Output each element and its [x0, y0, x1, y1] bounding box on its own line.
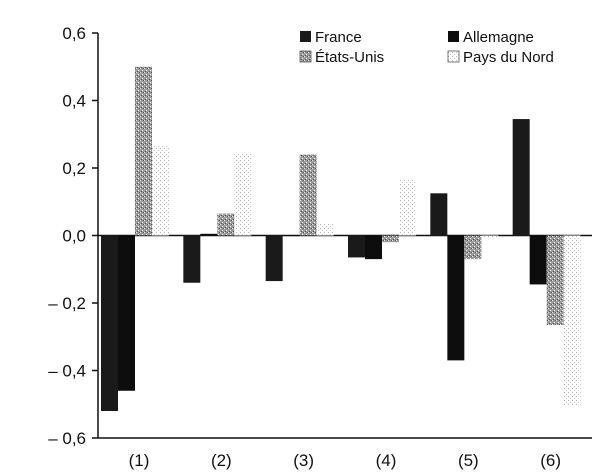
- bar-allemagne-5: [447, 235, 465, 361]
- legend-swatch: [299, 50, 312, 63]
- chart-y-ticks: 0,6 0,4 0,2 0,0 – 0,2 – 0,4 – 0,6: [48, 24, 98, 448]
- y-tick-label: – 0,4: [48, 362, 86, 381]
- y-tick-label: 0,0: [62, 227, 86, 246]
- y-tick-label: 0,2: [62, 159, 86, 178]
- x-category-label: (5): [458, 451, 479, 470]
- x-category-label: (2): [211, 451, 232, 470]
- legend-swatch: [448, 31, 459, 42]
- bar--tats-unis-6: [546, 235, 564, 325]
- bar-allemagne-2: [200, 233, 218, 236]
- bar--tats-unis-4: [382, 235, 399, 243]
- bar-pays-du-nord-4: [399, 179, 416, 236]
- x-category-label: (6): [540, 451, 561, 470]
- bar-allemagne-4: [365, 235, 382, 260]
- x-category-label: (3): [293, 451, 314, 470]
- bar-pays-du-nord-1: [152, 146, 169, 236]
- legend-label: France: [315, 29, 362, 46]
- bar-pays-du-nord-2: [234, 152, 252, 236]
- y-tick-label: 0,6: [62, 24, 86, 43]
- y-tick-label: – 0,6: [48, 429, 86, 448]
- bar-allemagne-1: [118, 235, 135, 391]
- chart-bars: [101, 66, 581, 411]
- bar--tats-unis-5: [464, 235, 482, 260]
- chart-legend: France Allemagne États-Unis Pays du Nord: [299, 29, 554, 66]
- bar-allemagne-6: [529, 235, 547, 285]
- legend-label: Allemagne: [463, 29, 534, 46]
- x-category-label: (1): [129, 451, 150, 470]
- bar-france-4: [348, 235, 365, 258]
- legend-label: Pays du Nord: [463, 49, 554, 66]
- y-tick-label: 0,4: [62, 92, 86, 111]
- bar-pays-du-nord-5: [481, 235, 499, 238]
- bar--tats-unis-1: [135, 66, 152, 236]
- bar-france-6: [512, 119, 530, 236]
- bar--tats-unis-2: [217, 213, 235, 236]
- bar-allemagne-3: [282, 235, 300, 237]
- legend-swatch: [447, 50, 460, 63]
- bar--tats-unis-3: [299, 154, 317, 236]
- bar-pays-du-nord-3: [316, 223, 334, 236]
- chart-x-categories: (1) (2) (3) (4) (5) (6): [129, 451, 561, 470]
- bar-france-1: [101, 235, 118, 411]
- x-category-label: (4): [376, 451, 397, 470]
- bar-france-5: [430, 193, 448, 236]
- bar-pays-du-nord-6: [563, 235, 581, 406]
- legend-swatch: [300, 31, 311, 42]
- y-tick-label: – 0,2: [48, 294, 86, 313]
- bar-france-2: [183, 235, 201, 283]
- bar-france-3: [265, 235, 283, 282]
- legend-label: États-Unis: [315, 49, 384, 66]
